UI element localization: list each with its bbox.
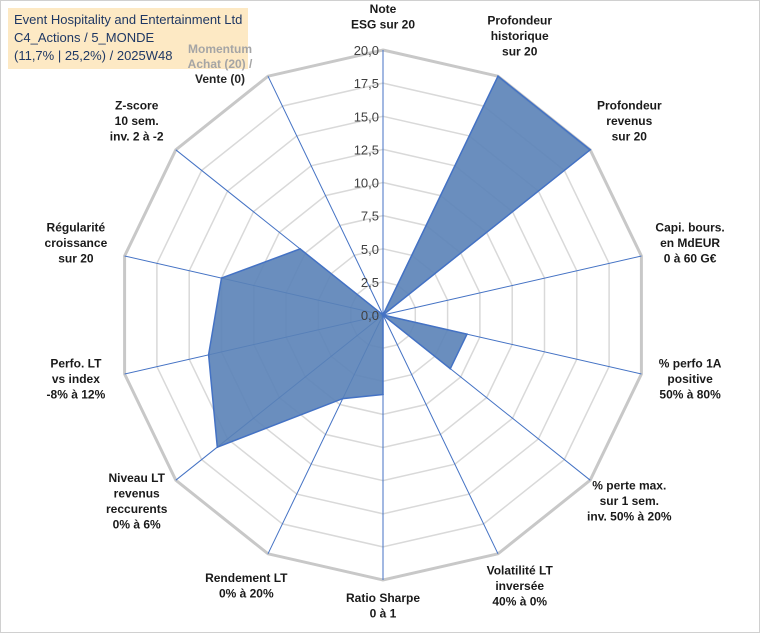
axis-label: Ratio Sharpe 0 à 1 [346,591,420,621]
chart-period: (11,7% | 25,2%) / 2025W48 [14,48,173,63]
axis-label: Régularité croissance sur 20 [45,221,108,266]
axis-label-momentum-line2: Achat (20) / [187,57,253,71]
data-point [207,354,210,356]
tick-label: 10,0 [354,176,379,191]
data-point [589,149,591,151]
axis-label: Z-score 10 sem. inv. 2 à -2 [110,98,164,143]
tick-label: 15,0 [354,109,379,124]
data-point [466,333,468,336]
series-area [207,75,592,449]
tick-label: 20,0 [354,43,379,58]
axis-label: Niveau LT revenus reccurents 0% à 6% [106,471,168,532]
axis-spoke [382,255,642,316]
tick-label: 17,5 [354,76,379,91]
axis-label: Note ESG sur 20 [351,2,415,32]
data-point [382,393,384,396]
data-point [382,314,384,316]
axis-label-momentum: Momentum Achat (20) / Vente (0) [160,42,280,87]
axis-spoke [382,314,499,555]
axis-labels: Note ESG sur 20 Profondeur historique sur 20… [45,2,725,621]
tick-label: 7,5 [361,209,379,224]
axis-label-momentum-line1: Momentum [188,42,252,56]
data-point [299,248,301,250]
tick-label: 5,0 [361,242,379,257]
data-point [497,75,499,77]
data-point [220,277,223,279]
radial-tick-labels: 0,0 2,5 5,0 7,5 10,0 12,5 15,0 17,5 20,0 [354,43,379,323]
data-point [342,397,344,400]
axis-label: % perfo 1A positive 50% à 80% [659,356,722,401]
axis-label: Profondeur historique sur 20 [487,14,552,59]
tick-label: 0,0 [361,308,379,323]
axis-spoke [267,75,384,316]
axis-label: Volatilité LT inversée 40% à 0% [487,563,554,608]
data-point [216,446,219,449]
chart-title-box: Event Hospitality and Entertainment Ltd … [8,8,249,69]
axis-label: Perfo. LT vs index -8% à 12% [47,356,106,401]
radar-series [207,75,592,449]
axis-label: Capi. bours. en MdEUR 0 à 60 G€ [655,221,724,266]
chart-subtitle: C4_Actions / 5_MONDE [14,30,155,45]
axis-label-momentum-line3: Vente (0) [194,72,245,86]
tick-label: 2,5 [361,275,379,290]
axis-label: Rendement LT 0% à 20% [205,571,288,601]
data-point [449,367,452,370]
axis-label: Profondeur revenus sur 20 [597,98,662,143]
axis-label: % perte max. sur 1 sem. inv. 50% à 20% [587,479,672,524]
chart-title: Event Hospitality and Entertainment Ltd [14,12,243,27]
tick-label: 12,5 [354,142,379,157]
